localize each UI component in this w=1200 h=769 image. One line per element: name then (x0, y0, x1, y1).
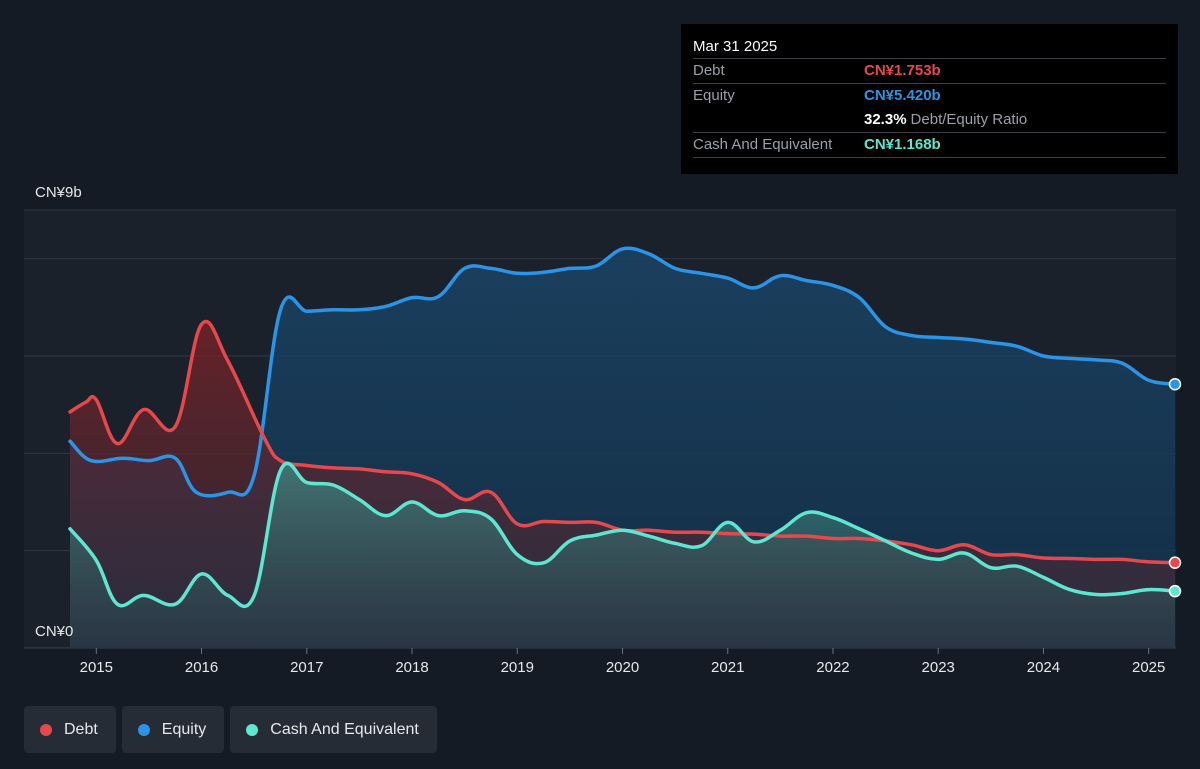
legend-debt-label: Debt (64, 720, 98, 738)
legend-equity-label: Equity (161, 720, 207, 738)
tooltip-cash-label: Cash And Equivalent (693, 136, 833, 153)
tooltip-ratio-row: 32.3% Debt/Equity Ratio (693, 108, 1166, 132)
tooltip-ratio-value: 32.3% (864, 111, 907, 128)
legend-item-debt[interactable]: Debt (24, 706, 116, 753)
tooltip-date: Mar 31 2025 (693, 38, 778, 55)
cash-dot-icon (246, 723, 259, 736)
equity-end-marker[interactable] (1168, 377, 1182, 391)
legend-item-equity[interactable]: Equity (121, 706, 225, 753)
x-axis-ticks: 2015 2016 2017 2018 2019 2020 2021 2022 2023 2024… (80, 648, 1165, 676)
x-tick-label: 2019 (501, 659, 534, 676)
debt-dot-icon (40, 723, 52, 736)
data-tooltip: Mar 31 2025 Debt CN¥1.753b Equity CN¥5.4… (681, 24, 1178, 174)
tooltip-cash-row: Cash And Equivalent CN¥1.168b (693, 132, 1166, 158)
cash-area (70, 463, 1175, 648)
area-layer (70, 248, 1175, 648)
y-axis-zero-label: CN¥0 (35, 623, 73, 640)
tooltip-debt-label: Debt (693, 62, 725, 79)
cash-line (68, 461, 1177, 609)
tooltip-cash-value: CN¥1.168b (864, 136, 941, 153)
tooltip-equity-label: Equity (693, 87, 735, 104)
x-tick-label: 2015 (80, 659, 113, 676)
tooltip-debt-value: CN¥1.753b (864, 62, 941, 79)
x-tick-label: 2016 (185, 659, 218, 676)
x-tick-label: 2021 (711, 659, 744, 676)
y-axis-max-label: CN¥9b (35, 184, 82, 201)
x-tick-label: 2023 (922, 659, 955, 676)
chart-plot: 2015 2016 2017 2018 2019 2020 2021 2022 2023 2024… (24, 184, 1182, 676)
cash-end-marker[interactable] (1168, 584, 1182, 598)
x-tick-label: 2017 (290, 659, 323, 676)
line-layer (68, 246, 1177, 609)
chart-legend: Debt Equity Cash And Equivalent (24, 706, 437, 753)
legend-cash-label: Cash And Equivalent (270, 720, 419, 738)
tooltip-debt-row: Debt CN¥1.753b (693, 58, 1166, 83)
debt-end-marker[interactable] (1168, 556, 1182, 569)
tooltip-equity-value: CN¥5.420b (864, 87, 941, 104)
x-tick-label: 2025 (1132, 659, 1165, 676)
x-tick-label: 2024 (1027, 659, 1060, 676)
x-tick-label: 2022 (816, 659, 849, 676)
debt-line (68, 320, 1177, 565)
end-markers (1168, 377, 1182, 598)
equity-line (68, 246, 1177, 498)
equity-dot-icon (137, 723, 150, 736)
x-tick-label: 2018 (395, 659, 428, 676)
tooltip-ratio-label: Debt/Equity Ratio (910, 111, 1028, 128)
legend-item-cash[interactable]: Cash And Equivalent (230, 706, 437, 753)
x-tick-label: 2020 (606, 659, 639, 676)
tooltip-equity-row: Equity CN¥5.420b (693, 83, 1166, 108)
